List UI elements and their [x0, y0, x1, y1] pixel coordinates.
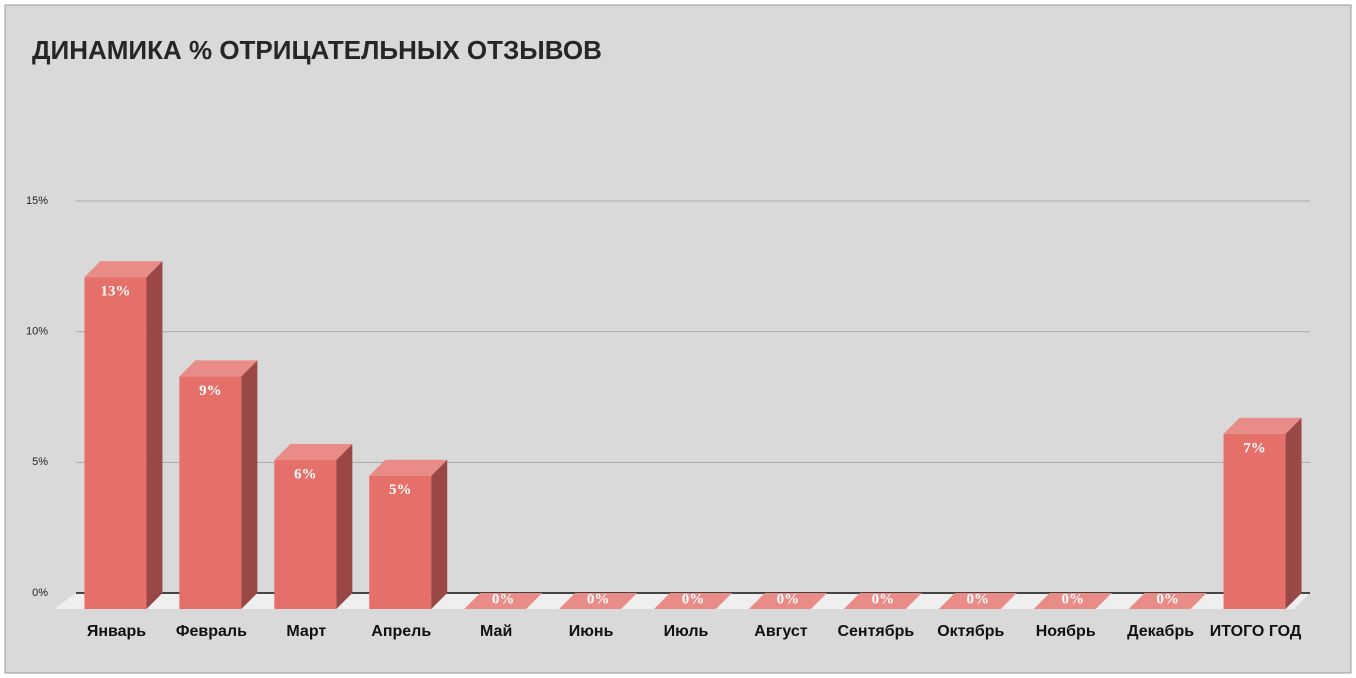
x-tick-label: Июнь	[569, 623, 614, 640]
bar-top	[1033, 593, 1112, 609]
bar-top	[369, 459, 448, 476]
value-label: 5%	[389, 482, 412, 498]
x-tick-label: Сентябрь	[837, 623, 914, 640]
bar-top	[179, 360, 258, 377]
value-label: 0%	[1061, 591, 1084, 607]
bar-top	[843, 593, 922, 609]
bar-top	[1128, 593, 1207, 609]
value-label: 13%	[100, 284, 130, 300]
y-tick-label: 0%	[32, 587, 48, 599]
bar	[369, 475, 432, 609]
value-label: 0%	[777, 591, 800, 607]
value-label: 0%	[587, 591, 610, 607]
x-tick-label: Март	[286, 623, 326, 640]
bar-top	[84, 261, 163, 278]
x-tick-label: Ноябрь	[1036, 623, 1096, 640]
value-label: 0%	[682, 591, 705, 607]
bar-top	[654, 593, 732, 609]
x-tick-label: Май	[480, 623, 512, 640]
bar-top	[938, 593, 1017, 609]
bar-side	[146, 261, 163, 609]
value-label: 0%	[492, 591, 515, 607]
value-label: 0%	[967, 591, 990, 607]
bar	[179, 376, 242, 609]
bar-top	[559, 593, 638, 609]
chart-title: ДИНАМИКА % ОТРИЦАТЕЛЬНЫХ ОТЗЫВОВ	[32, 35, 602, 65]
value-label: 0%	[1156, 591, 1179, 607]
bar	[84, 277, 147, 609]
bar	[1223, 433, 1286, 609]
x-tick-label: Апрель	[371, 623, 431, 640]
bar-side	[241, 360, 258, 609]
x-tick-label: Февраль	[176, 623, 247, 640]
y-tick-label: 5%	[32, 456, 48, 468]
x-tick-label: Январь	[87, 623, 146, 640]
x-tick-label: ИТОГО ГОД	[1210, 623, 1302, 640]
value-label: 7%	[1243, 440, 1266, 456]
value-label: 0%	[872, 591, 895, 607]
bar-side	[336, 444, 353, 609]
bar-top	[274, 444, 353, 461]
bar-top	[1223, 417, 1302, 434]
value-label: 9%	[199, 383, 222, 399]
bar-top	[464, 593, 543, 609]
x-tick-label: Октябрь	[937, 623, 1004, 640]
y-tick-label: 15%	[26, 195, 48, 207]
y-tick-label: 10%	[26, 326, 48, 338]
x-tick-label: Август	[754, 623, 807, 640]
x-tick-label: Декабрь	[1127, 623, 1194, 640]
bar-side	[431, 459, 448, 609]
bar	[274, 460, 337, 609]
value-label: 6%	[294, 466, 317, 482]
bar-top	[748, 593, 827, 609]
bar-side	[1285, 417, 1302, 609]
x-tick-label: Июль	[664, 623, 709, 640]
